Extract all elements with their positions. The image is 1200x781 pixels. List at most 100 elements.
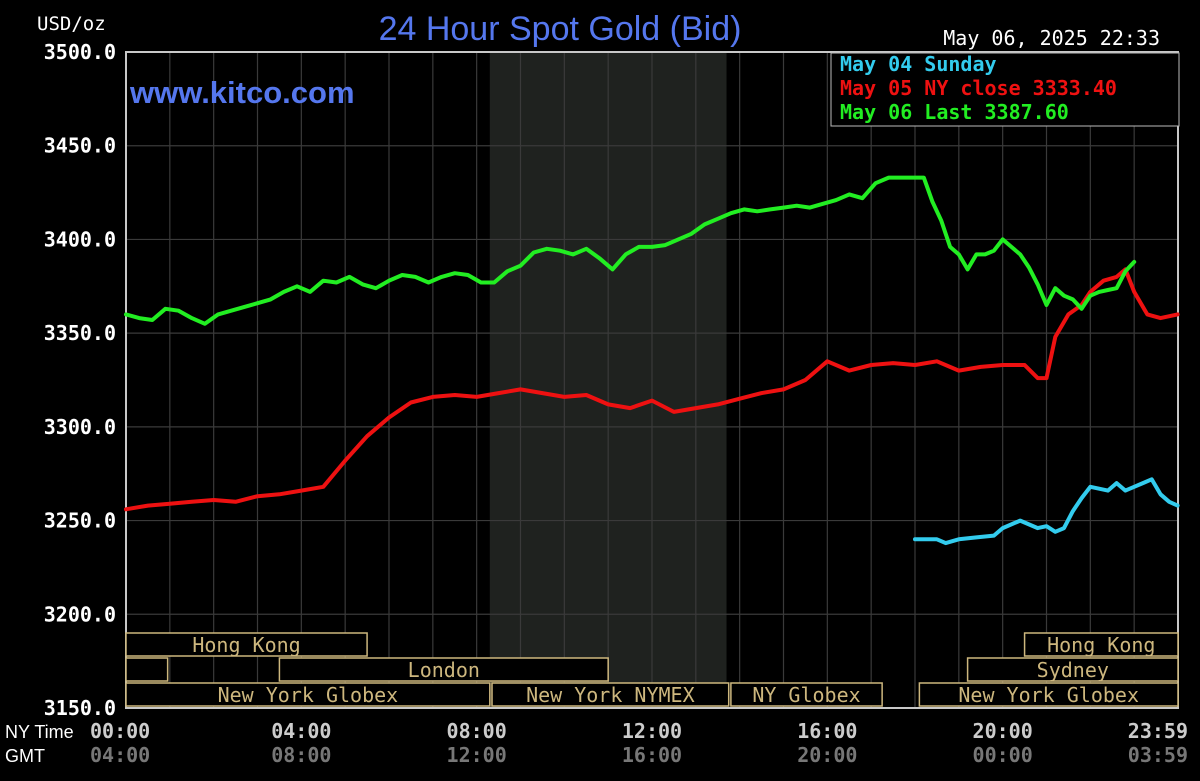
data-point <box>269 297 273 301</box>
session-box <box>125 657 169 682</box>
data-point <box>1167 500 1171 504</box>
data-point <box>1009 245 1014 249</box>
ny-time-label: NY Time <box>5 722 74 742</box>
data-point <box>738 397 742 401</box>
data-point <box>672 410 676 414</box>
x-tick-label-ny: 16:00 <box>797 719 857 743</box>
legend: May 04 Sunday May 05 NY close 3333.40 Ma… <box>830 52 1180 127</box>
data-point <box>1001 363 1005 367</box>
data-point <box>597 256 602 260</box>
data-point <box>957 369 961 373</box>
data-point <box>374 286 378 290</box>
legend-item-last: May 06 Last 3387.60 <box>840 100 1069 124</box>
x-tick-label-gmt: 00:00 <box>973 743 1033 767</box>
session-label: New York Globex <box>958 683 1139 707</box>
x-tick-label-gmt: 08:00 <box>271 743 331 767</box>
series-lines <box>124 175 1180 546</box>
data-point <box>922 176 926 180</box>
gmt-label: GMT <box>5 746 45 766</box>
data-point <box>957 252 961 256</box>
y-tick-label: 3300.0 <box>44 415 116 439</box>
data-point <box>974 535 979 540</box>
data-point <box>1132 290 1136 294</box>
data-point <box>409 400 413 405</box>
session-label: New York NYMEX <box>526 683 695 707</box>
x-axis: NY TimeGMT00:0004:0004:0008:0008:0012:00… <box>5 719 1188 767</box>
website-label: www.kitco.com <box>129 75 355 110</box>
data-point <box>190 500 194 504</box>
data-point <box>874 181 878 185</box>
data-point <box>983 252 987 256</box>
data-point <box>992 534 996 538</box>
data-point <box>825 359 829 363</box>
data-point <box>935 359 939 363</box>
x-tick-label-ny: 04:00 <box>271 719 331 743</box>
data-point <box>847 369 851 373</box>
data-point <box>177 309 181 313</box>
data-point <box>1150 477 1154 481</box>
data-point <box>190 316 194 320</box>
data-point <box>891 361 895 365</box>
data-point <box>453 393 457 397</box>
data-point <box>887 176 891 180</box>
data-point <box>540 391 545 395</box>
session-box <box>125 682 491 707</box>
session-box <box>125 632 368 657</box>
datetime-label: May 06, 2025 22:33 <box>943 26 1160 50</box>
data-point <box>900 176 904 180</box>
session-box <box>278 657 609 682</box>
data-point <box>321 279 325 283</box>
data-point <box>124 312 128 316</box>
data-point <box>562 395 566 399</box>
y-tick-label: 3150.0 <box>44 696 116 720</box>
data-point <box>716 217 720 221</box>
data-point <box>1132 260 1136 264</box>
data-point <box>1101 279 1106 283</box>
x-tick-label-ny: 00:00 <box>90 719 150 743</box>
legend-box <box>830 52 1180 127</box>
data-point <box>1044 303 1049 307</box>
data-point <box>1018 252 1022 256</box>
data-point <box>1158 316 1163 320</box>
data-point <box>1132 485 1136 489</box>
data-point <box>1088 485 1092 489</box>
data-point <box>532 250 536 255</box>
data-point <box>628 406 632 410</box>
data-point <box>545 247 549 251</box>
data-point <box>295 284 299 288</box>
session-label: NY Globex <box>752 683 860 707</box>
data-point <box>913 176 917 180</box>
x-tick-label-ny: 23:59 <box>1128 719 1188 743</box>
x-tick-label-gmt: 16:00 <box>622 743 682 767</box>
data-point <box>781 206 786 210</box>
x-tick-label-gmt: 03:59 <box>1128 743 1188 767</box>
session-box <box>918 682 1179 707</box>
data-point <box>935 537 939 541</box>
data-point <box>624 252 628 256</box>
data-point <box>1176 504 1180 508</box>
data-point <box>558 249 562 253</box>
data-point <box>1158 492 1163 496</box>
data-point <box>944 541 948 545</box>
data-point <box>518 264 523 268</box>
y-tick-label: 3500.0 <box>44 40 116 64</box>
data-point <box>650 399 654 403</box>
data-point <box>453 271 457 275</box>
data-point <box>229 309 233 313</box>
data-point <box>803 378 808 382</box>
x-tick-label-gmt: 04:00 <box>90 743 150 767</box>
data-point <box>277 492 281 496</box>
data-point <box>497 391 501 395</box>
data-point <box>781 387 786 391</box>
legend-item-sunday: May 04 Sunday <box>840 52 997 76</box>
data-point <box>834 198 838 202</box>
data-point <box>1145 312 1149 316</box>
session-label: New York Globex <box>218 683 399 707</box>
data-point <box>163 307 167 311</box>
data-point <box>505 269 509 273</box>
data-point <box>939 219 943 223</box>
data-point <box>808 206 812 210</box>
data-point <box>361 282 365 286</box>
data-point <box>255 301 260 305</box>
